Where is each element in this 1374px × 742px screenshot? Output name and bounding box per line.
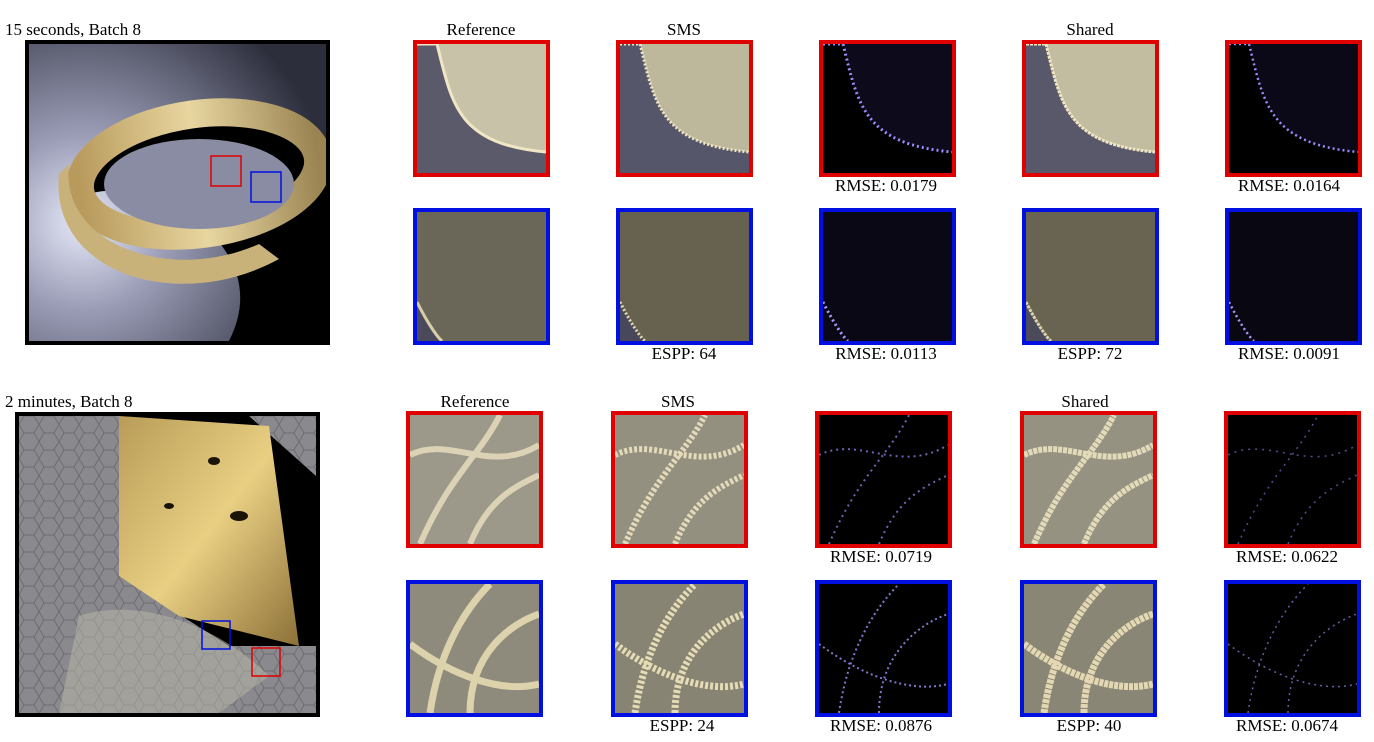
row2-header-reference: Reference	[440, 392, 510, 411]
row1-header-reference: Reference	[446, 20, 516, 39]
row1-blue-shared-crop	[1022, 208, 1159, 345]
row1-blue-sms-error-crop	[819, 208, 956, 345]
row1-blue-reference-crop	[413, 208, 550, 345]
row1-blue-sms-rmse: RMSE: 0.0113	[835, 344, 937, 363]
row1-red-sms-rmse: RMSE: 0.0179	[834, 176, 938, 195]
row1-blue-shared-error-crop	[1225, 208, 1362, 345]
row2-blue-sms-error-crop	[815, 580, 952, 717]
row1-red-shared-crop	[1022, 40, 1159, 177]
row1-title: 15 seconds, Batch 8	[5, 20, 141, 39]
row1-blue-shared-rmse: RMSE: 0.0091	[1237, 344, 1341, 363]
row1-header-shared: Shared	[1066, 20, 1114, 39]
row2-blue-reference-crop	[406, 580, 543, 717]
scene2-render	[15, 412, 320, 717]
row2-blue-sms-rmse: RMSE: 0.0876	[829, 716, 933, 735]
row2-red-shared-error-crop	[1224, 411, 1361, 548]
row2-red-sms-rmse: RMSE: 0.0719	[829, 547, 933, 566]
row2-blue-shared-rmse: RMSE: 0.0674	[1235, 716, 1339, 735]
scene1-render	[25, 40, 330, 345]
row1-blue-sms-espp: ESPP: 64	[651, 344, 717, 363]
row1-header-sms: SMS	[666, 20, 702, 39]
row2-header-sms: SMS	[660, 392, 696, 411]
row1-red-reference-crop	[413, 40, 550, 177]
row1-red-sms-crop	[616, 40, 753, 177]
row2-red-sms-crop	[611, 411, 748, 548]
row1-red-shared-error-crop	[1225, 40, 1362, 177]
row2-red-shared-crop	[1020, 411, 1157, 548]
row2-red-shared-rmse: RMSE: 0.0622	[1235, 547, 1339, 566]
row1-red-shared-rmse: RMSE: 0.0164	[1237, 176, 1341, 195]
row2-red-sms-error-crop	[815, 411, 952, 548]
row2-title: 2 minutes, Batch 8	[5, 392, 133, 411]
row1-blue-sms-crop	[616, 208, 753, 345]
row2-red-reference-crop	[406, 411, 543, 548]
row1-red-sms-error-crop	[819, 40, 956, 177]
row2-blue-sms-crop	[611, 580, 748, 717]
row2-blue-shared-espp: ESPP: 40	[1056, 716, 1122, 735]
row2-blue-sms-espp: ESPP: 24	[649, 716, 715, 735]
row2-blue-shared-crop	[1020, 580, 1157, 717]
row1-blue-shared-espp: ESPP: 72	[1057, 344, 1123, 363]
row2-blue-shared-error-crop	[1224, 580, 1361, 717]
row2-header-shared: Shared	[1061, 392, 1109, 411]
